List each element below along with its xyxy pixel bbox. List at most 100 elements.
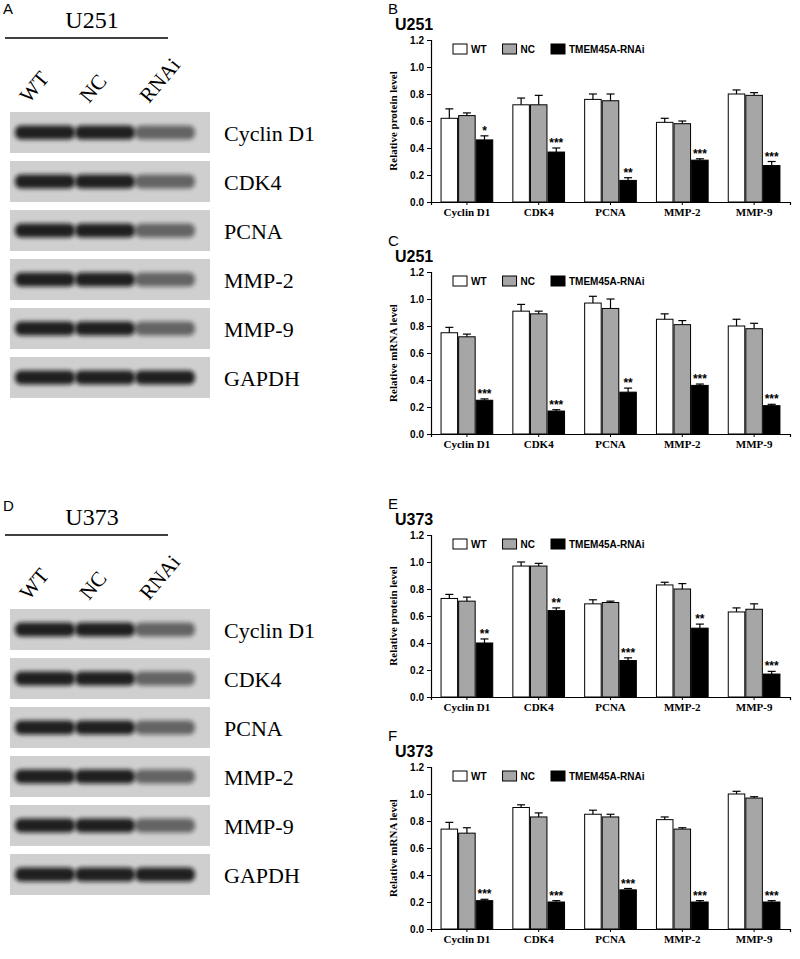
error-stem [664,118,665,122]
error-bar [463,334,471,337]
error-stem [449,109,450,118]
legend-label: NC [521,44,535,55]
strip-background [10,609,210,650]
tick-mark [466,929,467,932]
error-stem [538,813,539,817]
error-stem [592,296,593,303]
error-cap [589,810,597,811]
bar [441,118,458,202]
bar [674,325,691,434]
axis-line [427,273,432,435]
lane-label: WT [14,564,53,605]
legend: WTNCTMEM45A-RNAi [453,771,645,782]
band [75,623,135,637]
error-bar [678,828,686,829]
blot-title: U373 [65,504,118,530]
error-bar [661,314,669,319]
bar [656,122,673,202]
error-bar [678,121,686,124]
chart-title: U251 [395,16,433,33]
y-tick: 1.0 [410,789,431,800]
bar [746,798,763,929]
x-tick: MMP-2 [664,434,701,450]
y-axis-title: Relative protein level [387,71,399,170]
y-tick: 0.2 [410,897,431,908]
tick-mark [538,202,539,205]
tick-mark [427,202,431,203]
error-bar [445,594,453,598]
error-bar [661,118,669,122]
band [15,224,75,238]
band [15,126,75,140]
y-tick: 0.0 [410,429,431,440]
y-tick: 1.2 [410,35,431,46]
tick-label: 0.0 [410,692,424,703]
tick-label: CDK4 [524,206,554,218]
tick-mark [427,902,431,903]
chart-title: U373 [395,511,433,528]
error-cap [678,120,686,121]
error-bar [535,95,543,104]
tick-mark [427,697,431,698]
bar [548,152,565,202]
bar [602,101,619,202]
error-cap [445,594,453,595]
error-bar [750,93,758,96]
bar [620,392,637,434]
figure: AU251WTNCRNAiCyclin D1CDK4PCNAMMP-2MMP-9… [0,0,800,959]
tick-label: CDK4 [524,438,554,450]
tick-mark [427,848,431,849]
significance: *** [477,387,491,401]
error-cap [750,603,758,604]
error-stem [682,321,683,325]
significance: *** [693,372,707,386]
tick-mark [610,697,611,700]
error-cap [678,827,686,828]
tick-label: 1.0 [410,557,424,568]
bar [476,400,493,434]
axis-line [432,203,791,206]
strip-background [10,707,210,748]
y-tick: 0.4 [410,143,431,154]
legend-swatch [503,771,517,781]
protein-label: Cyclin D1 [224,618,315,643]
tick-mark [427,821,431,822]
tick-mark [754,202,755,205]
lane-label: RNAi [134,550,185,604]
marks [441,296,780,434]
x-tick: MMP-9 [736,434,773,450]
legend-swatch [453,44,467,54]
error-bar [661,817,669,820]
significance: * [482,124,487,138]
legend-swatch [551,276,565,286]
bar [548,902,565,929]
error-cap [661,313,669,314]
tick-mark [682,434,683,437]
tick-label: 1.2 [410,762,424,773]
band [15,819,75,833]
error-stem [736,90,737,94]
protein-label: PCNA [224,219,283,244]
blot-strip [10,609,210,650]
blot-panel: AU251WTNCRNAiCyclin D1CDK4PCNAMMP-2MMP-9… [3,0,315,398]
tick-mark [754,434,755,437]
blot-strip [10,210,210,251]
tick-mark [427,434,431,435]
error-cap [661,118,669,119]
protein-label: Cyclin D1 [224,121,315,146]
tick-mark [427,643,431,644]
y-axis: 0.00.20.40.60.81.01.2 [410,530,431,703]
error-bar [463,597,471,601]
tick-mark [427,670,431,671]
panel-label: E [388,495,398,512]
band [75,672,135,686]
error-cap [463,827,471,828]
error-stem [449,327,450,332]
y-tick: 0.6 [410,611,431,622]
bar [656,585,673,697]
x-tick: MMP-9 [736,202,773,218]
tick-label: PCNA [595,438,626,450]
band [135,273,195,287]
band [15,770,75,784]
band [75,175,135,189]
